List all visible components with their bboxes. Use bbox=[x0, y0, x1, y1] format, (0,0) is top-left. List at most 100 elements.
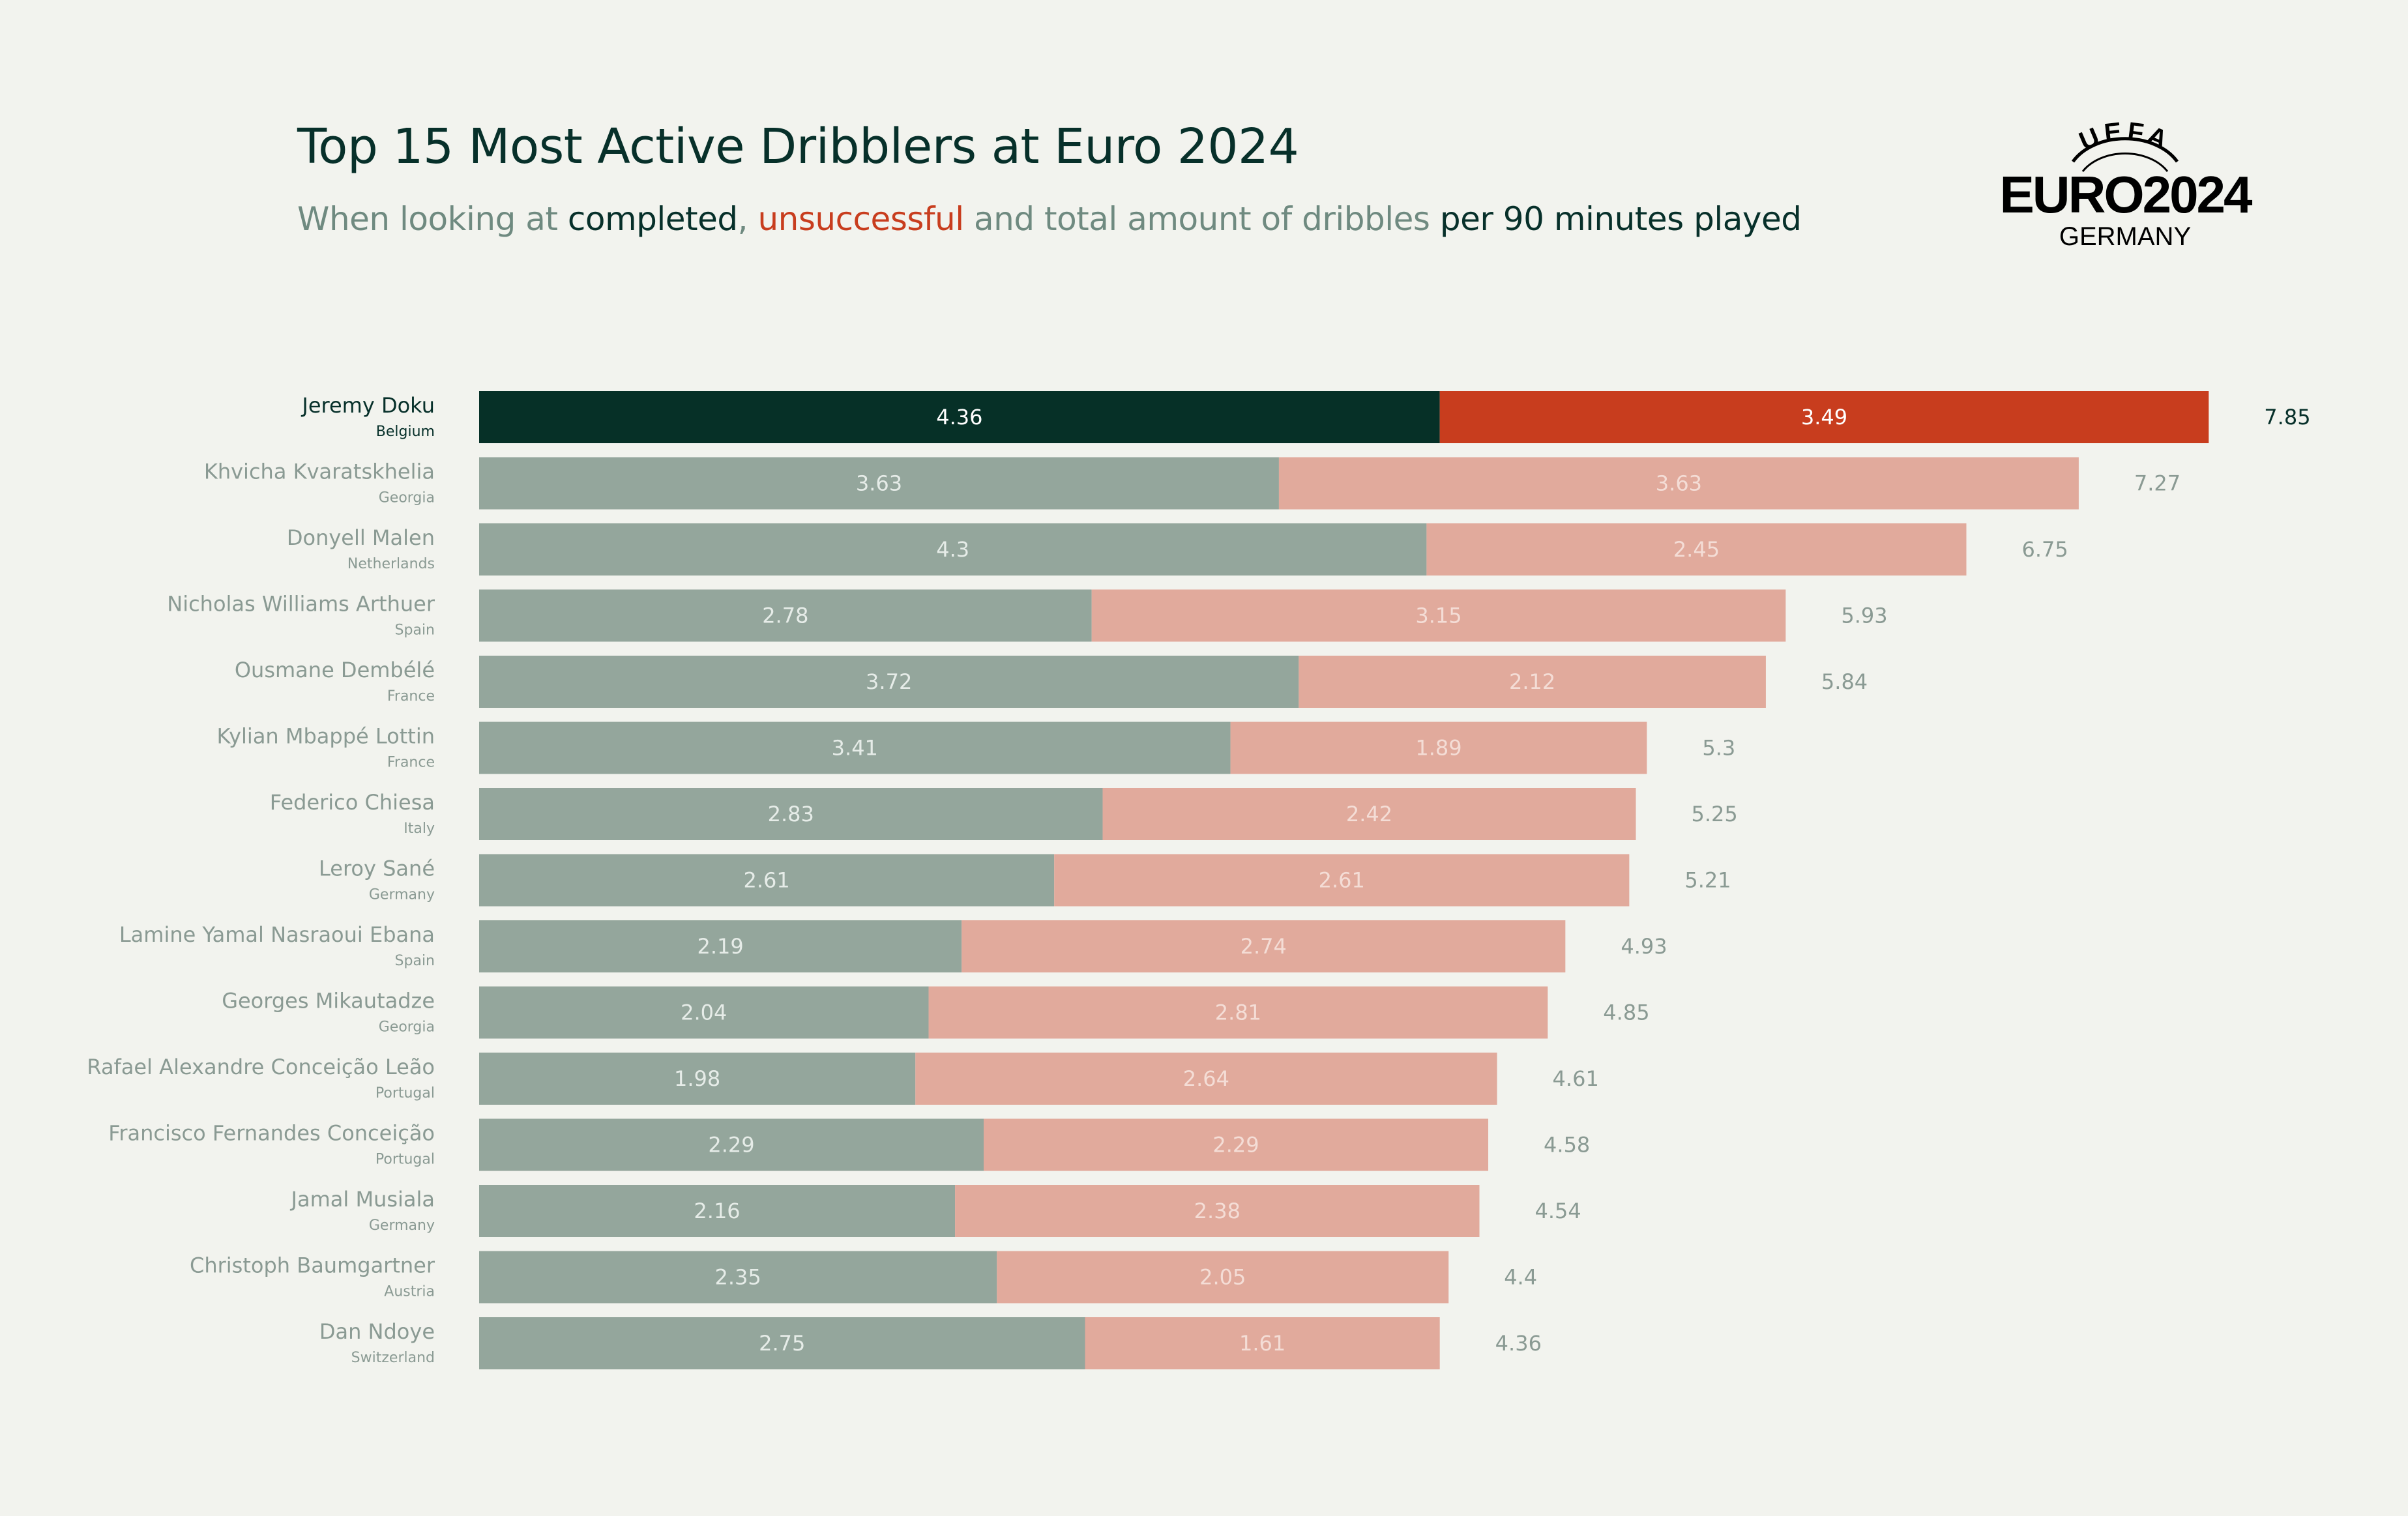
total-value-label: 7.85 bbox=[2264, 405, 2310, 430]
player-country-label: Georgia bbox=[379, 1019, 435, 1036]
player-country-label: Italy bbox=[404, 821, 435, 837]
total-value-label: 5.21 bbox=[1684, 868, 1731, 893]
completed-bar bbox=[479, 589, 1092, 642]
player-name-label: Georges Mikautadze bbox=[222, 989, 435, 1013]
total-value-label: 5.3 bbox=[1702, 736, 1735, 761]
player-name-label: Kylian Mbappé Lottin bbox=[216, 724, 435, 749]
unsuccessful-bar bbox=[984, 1118, 1489, 1171]
unsuccessful-value-label: 2.61 bbox=[1319, 868, 1365, 893]
logo-arc-decoration-inner bbox=[2081, 152, 2169, 172]
player-country-label: Portugal bbox=[375, 1085, 435, 1101]
total-value-label: 4.36 bbox=[1495, 1331, 1542, 1356]
unsuccessful-bar bbox=[955, 1185, 1480, 1237]
completed-value-label: 4.36 bbox=[936, 405, 982, 430]
player-name-label: Leroy Sané bbox=[319, 856, 435, 881]
player-name-label: Nicholas Williams Arthuer bbox=[167, 592, 435, 617]
total-value-label: 5.25 bbox=[1692, 802, 1738, 826]
completed-bar bbox=[479, 391, 1440, 443]
total-value-label: 7.27 bbox=[2134, 471, 2180, 496]
completed-value-label: 2.83 bbox=[768, 802, 814, 826]
player-name-label: Donyell Malen bbox=[287, 525, 435, 550]
player-name-label: Dan Ndoye bbox=[319, 1319, 435, 1344]
completed-value-label: 2.19 bbox=[697, 934, 743, 959]
completed-bar bbox=[479, 788, 1103, 840]
unsuccessful-value-label: 2.74 bbox=[1241, 934, 1287, 959]
unsuccessful-value-label: 2.81 bbox=[1215, 1000, 1261, 1025]
total-value-label: 5.93 bbox=[1841, 604, 1887, 628]
completed-value-label: 2.16 bbox=[694, 1199, 740, 1223]
total-value-label: 6.75 bbox=[2022, 537, 2068, 562]
unsuccessful-bar bbox=[997, 1251, 1449, 1304]
unsuccessful-bar bbox=[1085, 1317, 1440, 1369]
subtitle-completed: completed bbox=[567, 200, 738, 238]
total-value-label: 4.85 bbox=[1603, 1000, 1649, 1025]
player-country-label: Belgium bbox=[376, 424, 435, 440]
completed-bar bbox=[479, 1251, 997, 1304]
unsuccessful-value-label: 3.49 bbox=[1801, 405, 1847, 430]
unsuccessful-bar bbox=[1230, 722, 1647, 774]
completed-bar bbox=[479, 854, 1055, 907]
unsuccessful-bar bbox=[1091, 589, 1786, 642]
unsuccessful-value-label: 3.15 bbox=[1415, 604, 1461, 628]
logo-arc-decoration bbox=[2071, 137, 2179, 163]
total-value-label: 4.58 bbox=[1544, 1133, 1590, 1158]
unsuccessful-value-label: 2.64 bbox=[1183, 1066, 1229, 1091]
unsuccessful-value-label: 1.61 bbox=[1239, 1331, 1285, 1356]
chart-title: Top 15 Most Active Dribblers at Euro 202… bbox=[297, 119, 1299, 175]
completed-value-label: 2.35 bbox=[715, 1265, 761, 1290]
player-country-label: Austria bbox=[384, 1284, 435, 1300]
completed-value-label: 1.98 bbox=[674, 1066, 720, 1091]
completed-bar bbox=[479, 457, 1279, 510]
completed-bar bbox=[479, 920, 962, 972]
completed-bar bbox=[479, 722, 1231, 774]
player-country-label: Spain bbox=[395, 622, 435, 639]
total-value-label: 4.54 bbox=[1535, 1199, 1581, 1223]
completed-value-label: 2.29 bbox=[708, 1133, 754, 1158]
player-country-label: Germany bbox=[369, 1217, 435, 1234]
unsuccessful-value-label: 3.63 bbox=[1656, 471, 1702, 496]
unsuccessful-bar bbox=[1426, 523, 1967, 576]
player-country-label: Portugal bbox=[375, 1152, 435, 1168]
unsuccessful-value-label: 1.89 bbox=[1415, 736, 1461, 761]
player-name-label: Christoph Baumgartner bbox=[190, 1253, 435, 1278]
player-country-label: Spain bbox=[395, 953, 435, 969]
player-name-label: Lamine Yamal Nasraoui Ebana bbox=[119, 922, 435, 947]
player-name-label: Jamal Musiala bbox=[290, 1187, 435, 1212]
completed-value-label: 2.04 bbox=[681, 1000, 727, 1025]
unsuccessful-bar bbox=[1299, 656, 1766, 708]
player-country-label: France bbox=[387, 688, 435, 705]
player-country-label: Netherlands bbox=[347, 556, 435, 572]
total-value-label: 5.84 bbox=[1821, 669, 1868, 694]
subtitle-unsuccessful: unsuccessful bbox=[757, 200, 964, 238]
unsuccessful-bar bbox=[1278, 457, 2079, 510]
unsuccessful-value-label: 2.29 bbox=[1212, 1133, 1259, 1158]
completed-bar bbox=[479, 1118, 984, 1171]
completed-value-label: 3.63 bbox=[856, 471, 902, 496]
player-name-label: Federico Chiesa bbox=[270, 790, 435, 815]
unsuccessful-bar bbox=[915, 1053, 1497, 1105]
player-country-label: Georgia bbox=[379, 490, 435, 506]
total-value-label: 4.4 bbox=[1504, 1265, 1537, 1290]
unsuccessful-value-label: 2.45 bbox=[1673, 537, 1720, 562]
player-country-label: Germany bbox=[369, 887, 435, 903]
unsuccessful-value-label: 2.38 bbox=[1194, 1199, 1241, 1223]
chart-subtitle: When looking at completed, unsuccessful … bbox=[297, 200, 1802, 238]
unsuccessful-bar bbox=[962, 920, 1566, 972]
subtitle-middle: and total amount of dribbles bbox=[963, 200, 1440, 238]
logo-main-text: EURO2024 bbox=[1999, 166, 2253, 224]
total-value-label: 4.93 bbox=[1621, 934, 1667, 959]
completed-value-label: 2.61 bbox=[743, 868, 789, 893]
completed-bar bbox=[479, 656, 1299, 708]
unsuccessful-bar bbox=[1439, 391, 2209, 443]
euro-2024-logo: UEFA EURO2024 GERMANY bbox=[1999, 117, 2255, 251]
completed-value-label: 2.78 bbox=[762, 604, 808, 628]
unsuccessful-bar bbox=[1054, 854, 1630, 907]
completed-bar bbox=[479, 1317, 1085, 1369]
unsuccessful-value-label: 2.05 bbox=[1199, 1265, 1246, 1290]
completed-value-label: 3.41 bbox=[832, 736, 878, 761]
player-name-label: Ousmane Dembélé bbox=[235, 658, 435, 682]
completed-value-label: 3.72 bbox=[866, 669, 912, 694]
player-country-label: Switzerland bbox=[351, 1350, 435, 1366]
subtitle-per90: per 90 minutes played bbox=[1439, 200, 1802, 238]
